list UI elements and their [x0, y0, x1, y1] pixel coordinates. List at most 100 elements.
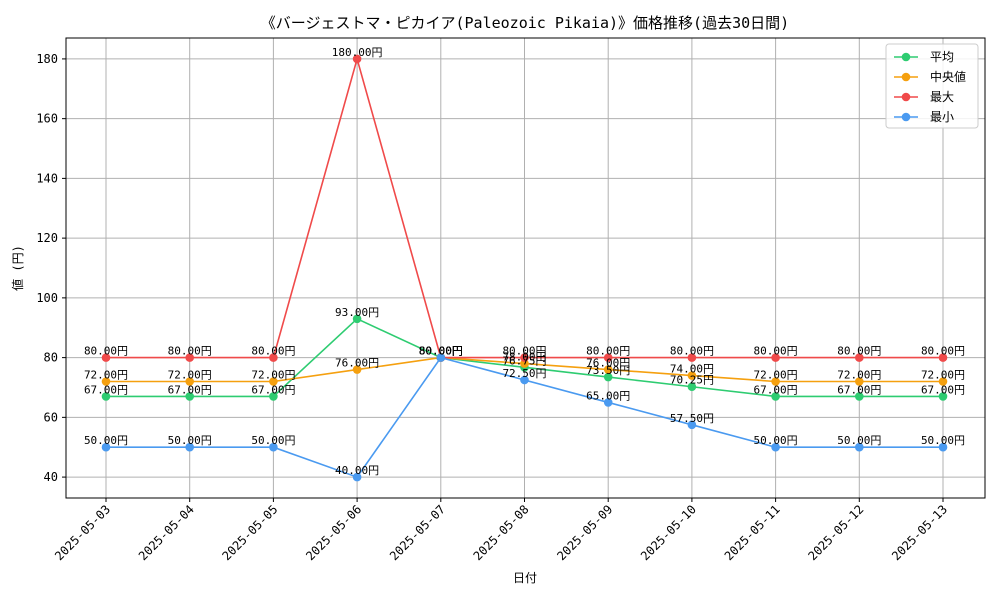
legend-marker [901, 112, 911, 122]
data-label: 67.00円 [84, 383, 128, 396]
axis-layer: 2025-05-03 2025-05-04 2025-05-05 2025-05-06… [36, 52, 950, 563]
grid-layer [66, 38, 985, 498]
data-label: 72.00円 [921, 369, 965, 382]
x-tick-label: 2025-05-09 [554, 502, 615, 563]
x-tick-label: 2025-05-13 [889, 502, 950, 563]
data-label: 65.00円 [586, 389, 630, 402]
data-point [185, 377, 194, 386]
data-point [269, 353, 278, 362]
data-label: 67.00円 [251, 383, 295, 396]
data-point [352, 314, 362, 324]
data-point [855, 442, 864, 452]
data-point [687, 371, 697, 380]
data-label: 50.00円 [84, 434, 128, 447]
x-axis-title: 日付 [513, 571, 537, 585]
data-label: 72.00円 [754, 369, 798, 382]
x-tick-label: 2025-05-03 [52, 502, 113, 563]
legend-marker [901, 92, 911, 102]
data-point [269, 392, 278, 401]
x-tick-label: 2025-05-04 [136, 502, 197, 563]
data-label: 67.00円 [921, 383, 965, 396]
data-point [938, 442, 948, 452]
legend-label: 中央値 [930, 69, 966, 84]
data-point [771, 442, 780, 452]
data-point [938, 377, 948, 386]
y-tick-label: 80 [44, 351, 58, 365]
data-label: 76.75円 [502, 354, 546, 367]
data-point [101, 442, 111, 452]
data-point [101, 353, 111, 362]
data-label: 72.00円 [251, 369, 295, 382]
data-label: 80.00円 [837, 345, 881, 358]
data-point [185, 442, 194, 452]
data-label: 80.00円 [502, 345, 546, 358]
data-point [771, 353, 780, 362]
data-point [352, 54, 362, 64]
data-label: 80.00円 [419, 345, 463, 358]
data-label: 80.00円 [419, 345, 463, 358]
data-label: 50.00円 [921, 434, 965, 447]
legend-label: 最大 [930, 90, 954, 104]
y-tick-label: 100 [36, 291, 58, 305]
plot-frame [65, 37, 986, 499]
data-point [352, 365, 362, 374]
data-point [520, 359, 529, 368]
data-point [603, 398, 613, 407]
data-point [185, 392, 194, 401]
data-label: 80.00円 [419, 345, 463, 358]
data-label: 50.00円 [754, 434, 798, 447]
data-label: 76.00円 [335, 357, 379, 370]
data-label: 80.00円 [419, 345, 463, 358]
data-point [603, 365, 613, 374]
data-label: 50.00円 [251, 434, 295, 447]
data-label: 80.00円 [754, 345, 798, 358]
data-label: 50.00円 [168, 434, 212, 447]
x-tick-label: 2025-05-11 [722, 502, 783, 563]
data-label: 180.00円 [332, 46, 383, 59]
data-point [938, 392, 948, 401]
data-point [603, 372, 613, 382]
data-label: 57.50円 [670, 412, 714, 425]
data-point [771, 392, 780, 401]
data-label: 72.50円 [502, 367, 546, 380]
data-label: 76.00円 [586, 357, 630, 370]
series-layer [101, 54, 948, 482]
legend-label: 平均 [930, 50, 954, 64]
data-point [269, 377, 278, 386]
data-point [687, 353, 697, 362]
data-label: 80.00円 [670, 345, 714, 358]
data-label: 40.00円 [335, 464, 379, 477]
data-label: 78.00円 [502, 351, 546, 364]
data-point [101, 377, 111, 386]
y-tick-label: 120 [36, 231, 58, 245]
data-label-layer: 67.00円 67.00円 67.00円93.00円80.00円76.75円73.5… [84, 46, 965, 477]
data-label: 70.25円 [670, 374, 714, 387]
data-label: 73.50円 [586, 364, 630, 377]
data-label: 67.00円 [837, 383, 881, 396]
data-point [855, 392, 864, 401]
data-label: 50.00円 [837, 434, 881, 447]
data-point [185, 353, 194, 362]
y-axis-title: 値 (円) [10, 245, 25, 291]
data-point [687, 382, 697, 392]
data-label: 80.00円 [251, 345, 295, 358]
data-point [771, 377, 780, 386]
legend-label: 最小 [930, 110, 954, 124]
data-label: 80.00円 [921, 345, 965, 358]
data-label: 93.00円 [335, 306, 379, 319]
data-point [855, 377, 864, 386]
legend-box [885, 43, 979, 129]
data-label: 72.00円 [84, 369, 128, 382]
data-label: 72.00円 [168, 369, 212, 382]
data-point [855, 353, 864, 362]
data-label: 67.00円 [168, 383, 212, 396]
data-label: 72.00円 [837, 369, 881, 382]
legend-marker [901, 72, 911, 82]
data-point [603, 353, 613, 362]
x-tick-label: 2025-05-05 [220, 502, 281, 563]
data-point [938, 353, 948, 362]
data-point [269, 442, 278, 452]
y-tick-label: 140 [36, 171, 58, 185]
